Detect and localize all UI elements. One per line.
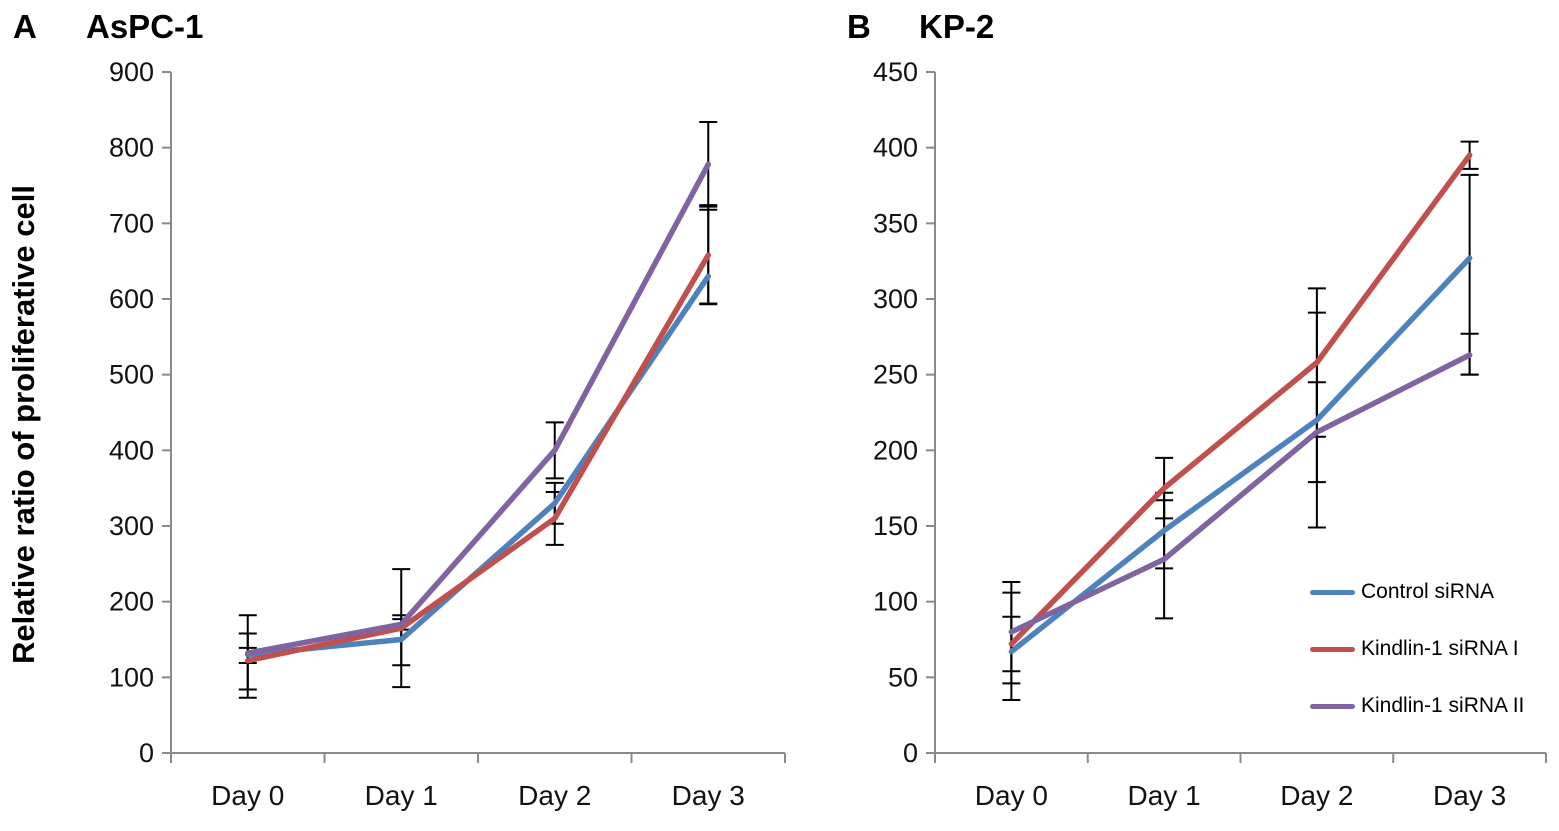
panel-b-x-tick-label: Day 2 [1280, 780, 1353, 811]
panel-a-y-tick-label: 100 [109, 662, 154, 692]
panel-b-label: B [847, 8, 871, 45]
panel-b-y-tick-label: 100 [873, 587, 918, 617]
panel-a-y-tick-label: 300 [109, 511, 154, 541]
panel-b-y-tick-label: 50 [888, 662, 918, 692]
panel-a-x-tick-label: Day 1 [365, 780, 438, 811]
legend-label: Kindlin-1 siRNA I [1361, 637, 1519, 660]
panel-b-y-tick-label: 150 [873, 511, 918, 541]
legend-entry-kindlin1-sirna-1: Kindlin-1 siRNA I [1310, 637, 1524, 661]
panel-b-x-tick-label: Day 3 [1433, 780, 1506, 811]
panel-a-x-tick-label: Day 0 [211, 780, 284, 811]
legend-entry-control-sirna: Control siRNA [1310, 580, 1524, 604]
panel-a-y-tick-label: 800 [109, 133, 154, 163]
panel-a-y-tick-label: 600 [109, 284, 154, 314]
panel-a-y-tick-label: 200 [109, 587, 154, 617]
panel-b-line-kindlin-1-sirna-ii [1008, 352, 1473, 635]
panel-a-label: A [13, 8, 37, 45]
panel-a-x-tick-label: Day 2 [518, 780, 591, 811]
legend-label: Kindlin-1 siRNA II [1361, 694, 1525, 717]
panel-a-title: AsPC-1 [86, 8, 204, 45]
panel-b-line-control-sirna [1008, 255, 1473, 655]
panel-b-y-tick-label: 0 [903, 738, 918, 768]
panel-b-y-tick-label: 250 [873, 360, 918, 390]
panel-a-line-kindlin-1-sirna-i [245, 252, 711, 664]
legend-line-swatch-purple [1310, 703, 1355, 709]
panel-a-y-tick-label: 0 [139, 738, 154, 768]
panel-a-line-kindlin-1-sirna-ii [245, 161, 711, 656]
panel-b-title: KP-2 [919, 8, 995, 45]
panel-b-y-tick-label: 450 [873, 57, 918, 87]
panel-b-x-tick-label: Day 1 [1128, 780, 1201, 811]
legend-label: Control siRNA [1361, 580, 1495, 603]
legend: Control siRNA Kindlin-1 siRNA I Kindlin-… [1310, 580, 1524, 718]
panel-a-x-tick-label: Day 3 [672, 780, 745, 811]
panel-b-y-tick-label: 400 [873, 133, 918, 163]
panel-b-axes [926, 71, 1547, 763]
panel-a-y-tick-labels: 0 100 200 300 400 500 600 700 800 900 [109, 57, 154, 768]
panel-a-axes [162, 71, 786, 763]
panel-b-x-tick-labels: Day 0 Day 1 Day 2 Day 3 [975, 780, 1506, 811]
panel-a-line-control-sirna [245, 273, 711, 658]
panel-b-y-tick-labels: 0 50 100 150 200 250 300 350 400 450 [873, 57, 918, 768]
panel-b-line-kindlin-1-sirna-i [1008, 152, 1473, 647]
panel-b-x-tick-label: Day 0 [975, 780, 1048, 811]
panel-a-y-tick-label: 400 [109, 435, 154, 465]
panel-a-y-tick-label: 500 [109, 360, 154, 390]
legend-line-swatch-red [1310, 646, 1355, 652]
panel-a-y-tick-label: 700 [109, 208, 154, 238]
panel-a-error-bars-kindlin-1-sirna-ii [238, 120, 718, 664]
panel-b-y-tick-label: 350 [873, 208, 918, 238]
panel-b-y-tick-label: 200 [873, 435, 918, 465]
panel-b-y-tick-label: 300 [873, 284, 918, 314]
legend-line-swatch-blue [1310, 589, 1355, 595]
panel-a-x-tick-labels: Day 0 Day 1 Day 2 Day 3 [211, 780, 745, 811]
panel-a-y-tick-label: 900 [109, 57, 154, 87]
legend-entry-kindlin1-sirna-2: Kindlin-1 siRNA II [1310, 694, 1524, 718]
